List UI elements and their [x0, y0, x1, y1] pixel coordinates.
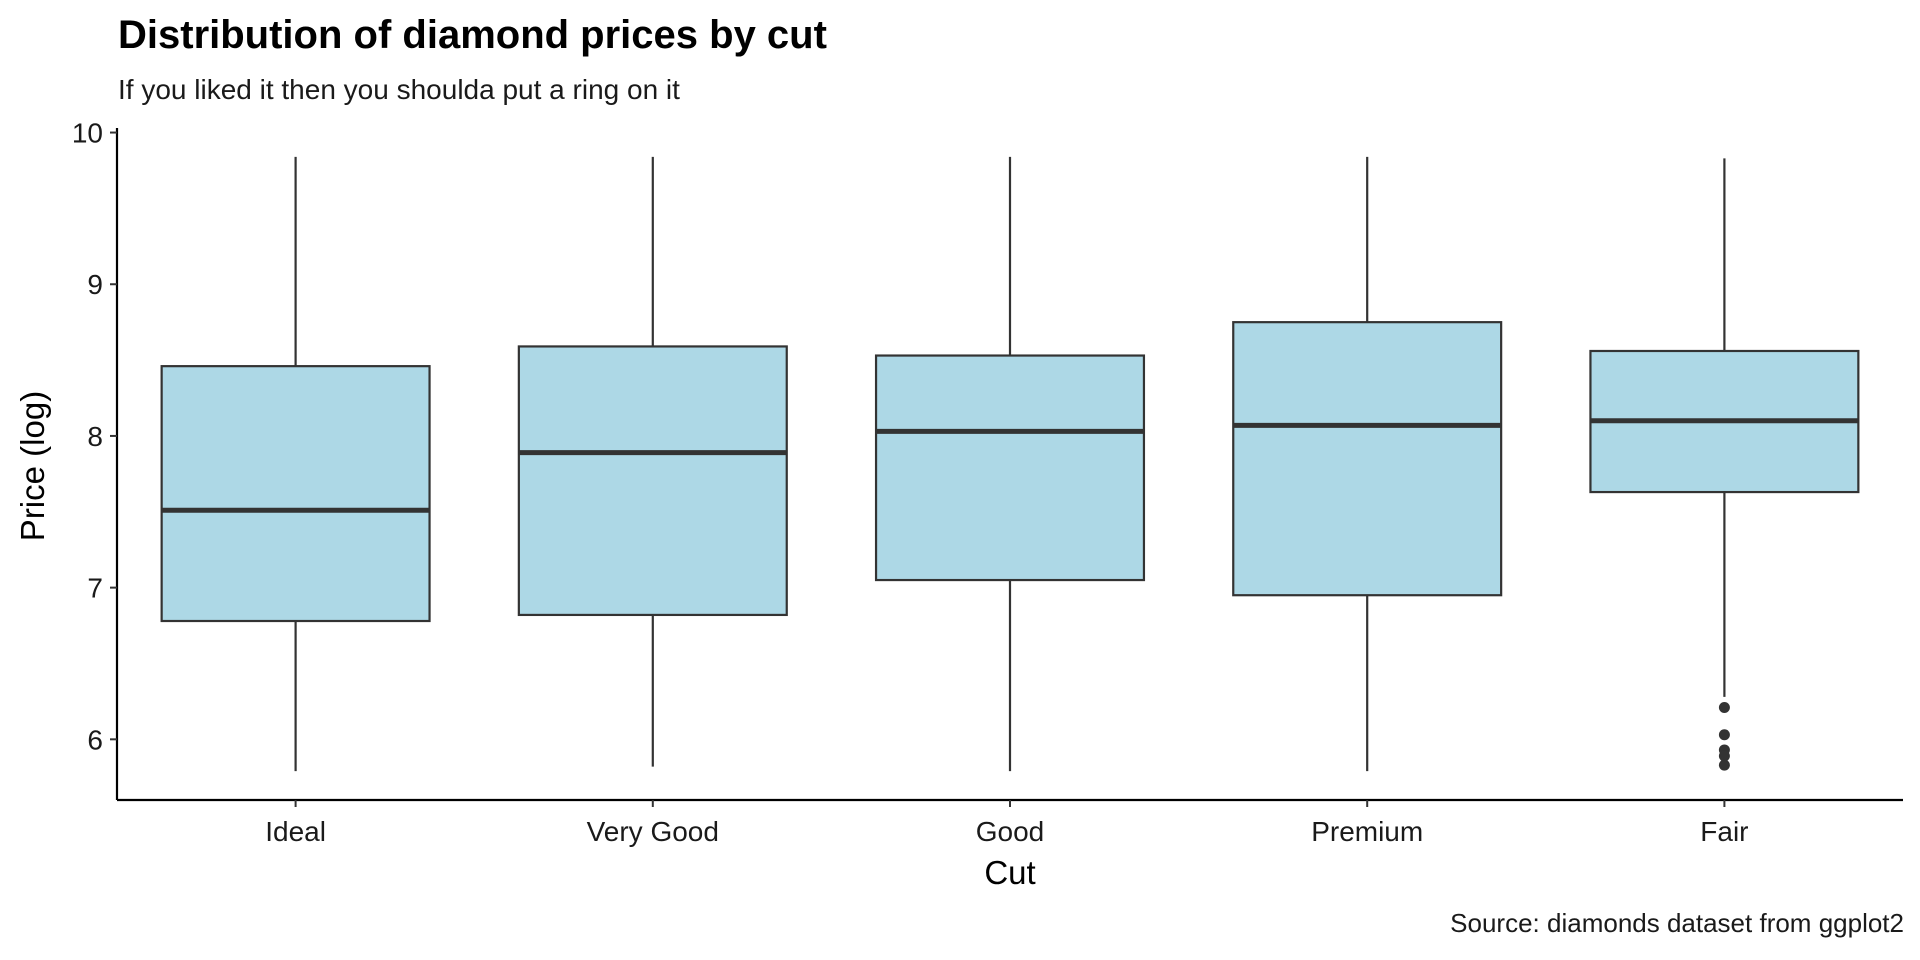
box-iqr — [517, 345, 788, 617]
box-ideal — [160, 156, 431, 772]
box-good — [874, 156, 1146, 772]
chart-title: Distribution of diamond prices by cut — [118, 13, 827, 57]
x-tick-label: Fair — [1700, 816, 1748, 847]
chart-subtitle: If you liked it then you shoulda put a r… — [118, 74, 680, 105]
x-tick-label: Very Good — [587, 816, 719, 847]
outlier-point — [1718, 750, 1730, 762]
box-premium — [1232, 156, 1503, 772]
chart-caption: Source: diamonds dataset from ggplot2 — [1450, 908, 1904, 938]
x-tick-label: Good — [976, 816, 1045, 847]
x-axis-title: Cut — [984, 854, 1035, 891]
y-axis: 6 7 8 9 10 — [72, 118, 119, 800]
outlier-point — [1718, 701, 1730, 713]
y-axis-title: Price (log) — [14, 391, 51, 541]
y-tick-label: 9 — [87, 269, 103, 300]
box-iqr — [874, 354, 1146, 582]
y-tick-label: 8 — [87, 421, 103, 452]
box-iqr — [1232, 321, 1503, 597]
outlier-point — [1718, 729, 1730, 741]
box-fair — [1589, 158, 1860, 771]
box-iqr — [160, 365, 431, 623]
outlier-point — [1718, 759, 1730, 771]
boxes — [160, 156, 1860, 772]
box-very-good — [517, 156, 788, 767]
y-tick-label: 6 — [87, 724, 103, 755]
x-tick-label: Ideal — [265, 816, 326, 847]
x-tick-label: Premium — [1311, 816, 1423, 847]
y-tick-label: 7 — [87, 573, 103, 604]
y-tick-label: 10 — [72, 118, 103, 149]
x-axis: Ideal Very Good Good Premium Fair — [117, 798, 1903, 847]
